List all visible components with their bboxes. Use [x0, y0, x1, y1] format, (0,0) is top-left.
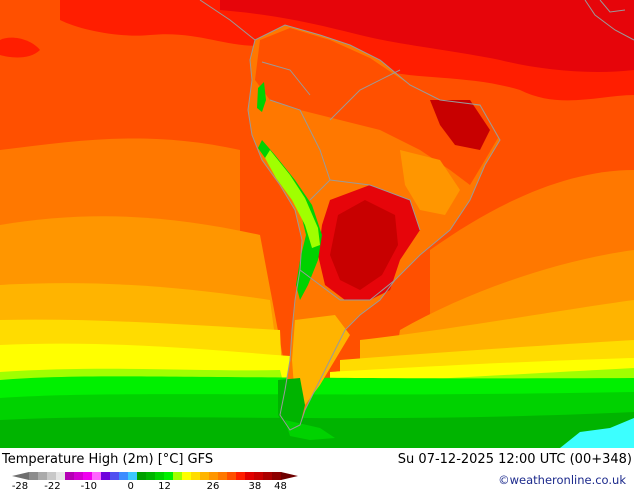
legend-swatch [12, 472, 29, 480]
legend-tick-label: -10 [81, 481, 97, 490]
legend-swatch [191, 472, 201, 480]
heat-core [330, 200, 398, 290]
legend-swatch [110, 472, 120, 480]
legend-tick-label: 12 [158, 481, 171, 490]
heat-ne-brazil [430, 100, 490, 150]
continent-north-hot [255, 28, 498, 185]
legend-tick-label: -28 [12, 481, 28, 490]
country-borders [199, 0, 501, 431]
map-footer: Temperature High (2m) [°C] GFS Su 07-12-… [0, 448, 634, 490]
legend-swatch [263, 472, 273, 480]
legend-swatch [182, 472, 192, 480]
legend-swatch [65, 472, 75, 480]
legend-swatch [173, 472, 183, 480]
legend-swatch [200, 472, 210, 480]
andes-yellow-edge [265, 150, 320, 248]
legend-tick-label: 38 [249, 481, 262, 490]
andes-cool-strip [258, 140, 322, 300]
legend-swatch [137, 472, 147, 480]
legend-swatch [119, 472, 129, 480]
andes-north-strip [257, 82, 266, 112]
north-america-borders [584, 0, 634, 41]
legend-swatch [146, 472, 156, 480]
legend-tick-label: 48 [274, 481, 287, 490]
legend-swatch [272, 472, 282, 480]
legend-swatch [218, 472, 228, 480]
legend-swatch [236, 472, 246, 480]
legend-swatch [101, 472, 111, 480]
legend-swatch [254, 472, 264, 480]
hot-spot-west [0, 37, 40, 58]
valid-time: Su 07-12-2025 12:00 UTC (00+348) [397, 452, 632, 467]
legend-swatch [155, 472, 165, 480]
legend-swatch [209, 472, 219, 480]
legend-tick-label: 26 [207, 481, 220, 490]
legend-swatch [83, 472, 93, 480]
warm-plateau [400, 150, 460, 215]
map-title: Temperature High (2m) [°C] GFS [2, 452, 214, 467]
legend-swatch [227, 472, 237, 480]
legend-tick-label: -22 [44, 481, 60, 490]
legend-swatch [245, 472, 255, 480]
legend-swatch [47, 472, 57, 480]
cold-region-cyan [560, 418, 634, 448]
legend-tick-label: 0 [128, 481, 134, 490]
copyright-credit[interactable]: ©weatheronline.co.uk [498, 473, 626, 487]
legend-swatch [92, 472, 102, 480]
legend-swatch [29, 472, 39, 480]
hot-band-north-dark [220, 0, 634, 72]
legend-swatch [128, 472, 138, 480]
temperature-map [0, 0, 634, 448]
legend-swatch [164, 472, 174, 480]
color-scale-legend: -28 -22 -10 0 12 26 38 48 [12, 472, 298, 490]
legend-swatch [74, 472, 84, 480]
legend-swatch [281, 472, 298, 480]
tierra-del-fuego [285, 420, 335, 440]
legend-swatch [38, 472, 48, 480]
patagonia-amber [292, 315, 350, 405]
legend-swatch [56, 472, 66, 480]
